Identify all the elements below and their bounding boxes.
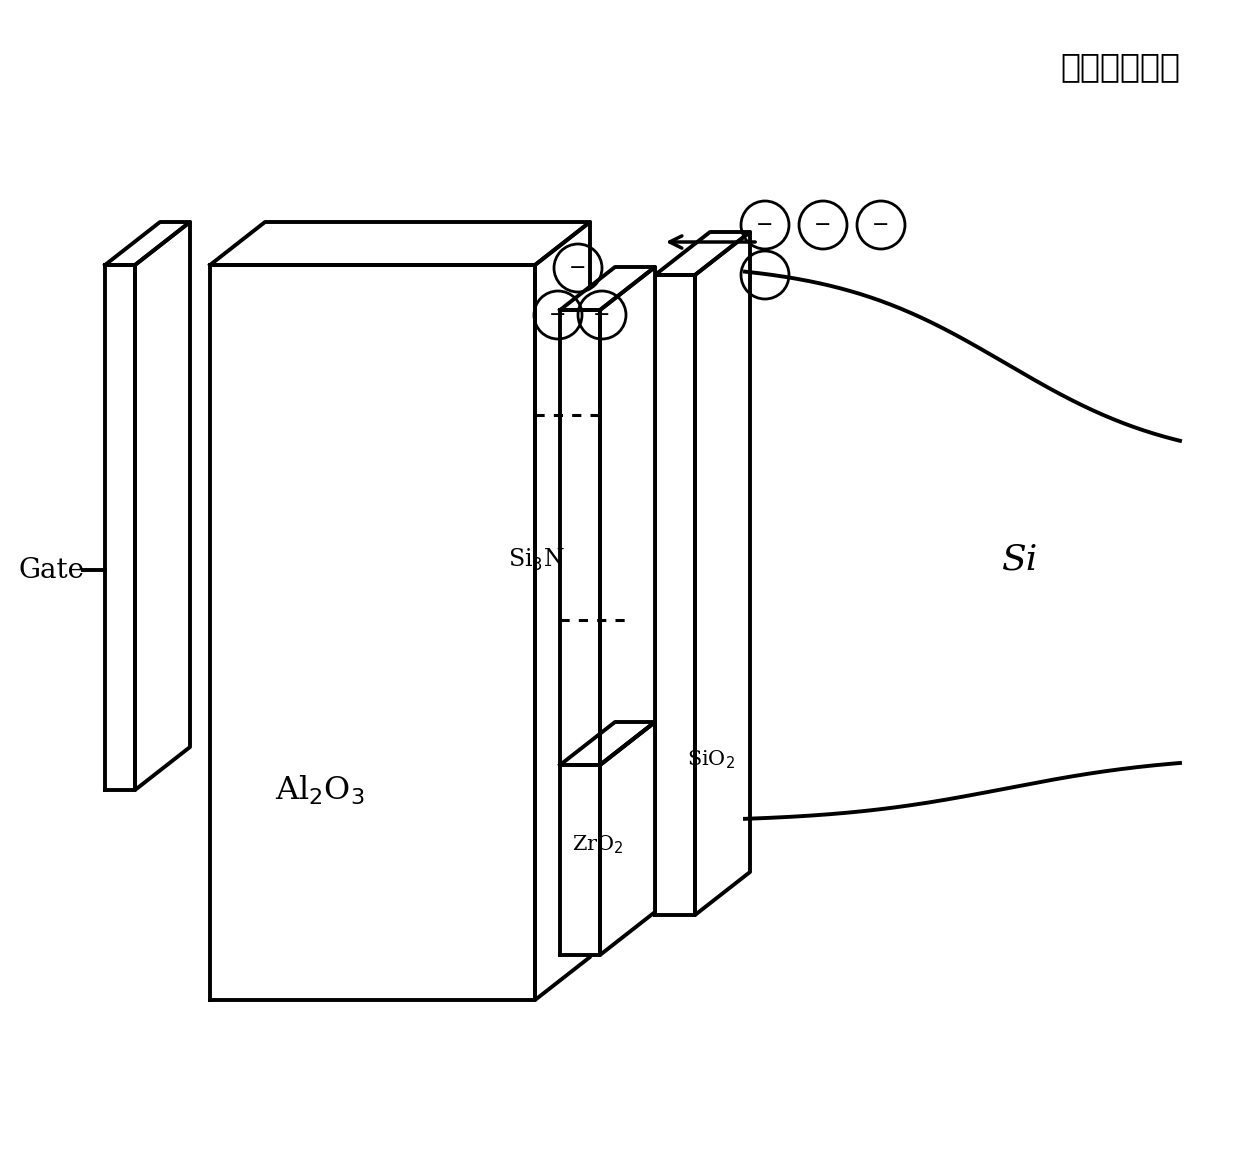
Text: −: − bbox=[756, 215, 773, 235]
Text: 衬底隧穿电流: 衬底隧穿电流 bbox=[1060, 50, 1180, 83]
Text: −: − bbox=[593, 305, 611, 325]
Polygon shape bbox=[535, 222, 590, 1000]
Polygon shape bbox=[560, 765, 600, 955]
Polygon shape bbox=[560, 722, 654, 765]
Polygon shape bbox=[694, 232, 749, 915]
Text: Si: Si bbox=[1002, 543, 1038, 577]
Polygon shape bbox=[105, 222, 190, 264]
Polygon shape bbox=[560, 310, 600, 765]
Polygon shape bbox=[135, 222, 190, 790]
Polygon shape bbox=[210, 222, 590, 264]
Text: Al$_2$O$_3$: Al$_2$O$_3$ bbox=[275, 773, 365, 806]
Text: ZrO$_2$: ZrO$_2$ bbox=[572, 834, 623, 856]
Polygon shape bbox=[654, 275, 694, 915]
Polygon shape bbox=[654, 232, 749, 275]
Text: Gate: Gate bbox=[17, 557, 84, 584]
Text: −: − bbox=[756, 264, 773, 285]
Text: −: − bbox=[814, 215, 832, 235]
Text: SiO$_2$: SiO$_2$ bbox=[687, 749, 736, 771]
Text: −: − bbox=[872, 215, 889, 235]
Polygon shape bbox=[560, 267, 654, 310]
Polygon shape bbox=[105, 264, 135, 790]
Polygon shape bbox=[210, 264, 535, 1000]
Text: −: − bbox=[550, 305, 567, 325]
Polygon shape bbox=[600, 267, 654, 765]
Text: −: − bbox=[570, 259, 587, 278]
Text: Si$_3$N: Si$_3$N bbox=[508, 546, 565, 573]
Polygon shape bbox=[600, 722, 654, 955]
